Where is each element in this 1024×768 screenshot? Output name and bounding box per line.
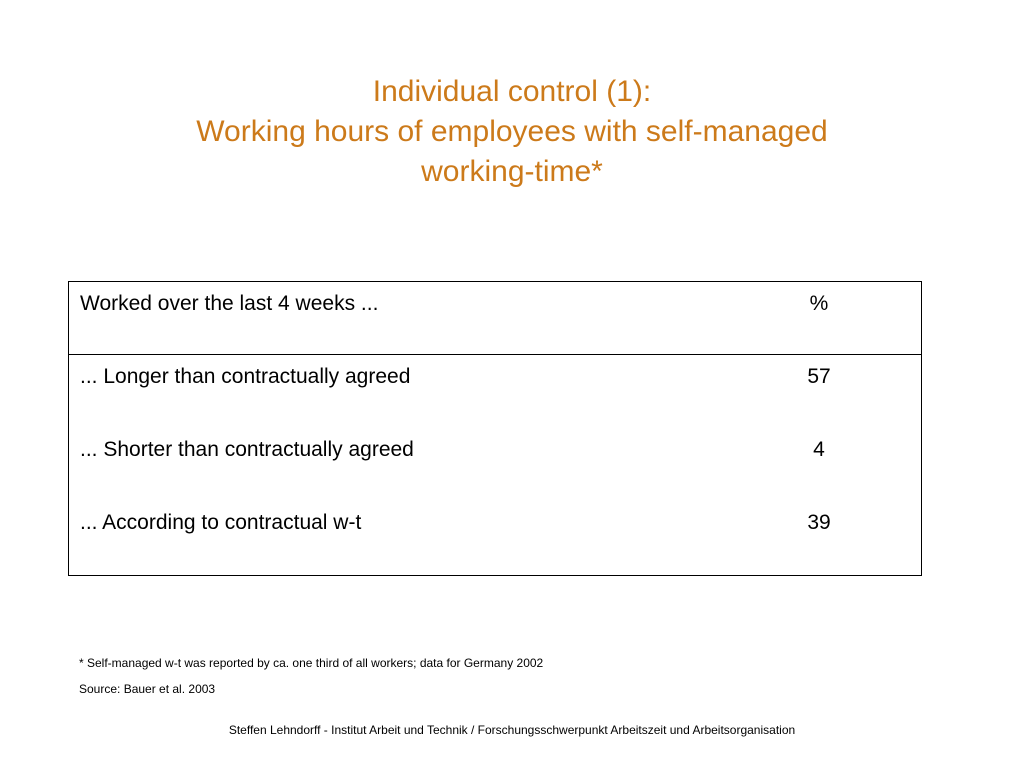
row-value: 39 [807, 511, 831, 534]
table-row: ... Shorter than contractually agreed 4 [69, 437, 921, 467]
row-label: ... Longer than contractually agreed [80, 365, 411, 388]
table-header-row: Worked over the last 4 weeks ... % [69, 282, 921, 355]
header-unit: % [809, 292, 829, 315]
results-table: Worked over the last 4 weeks ... % ... L… [68, 281, 922, 576]
table-row: ... Longer than contractually agreed 57 [69, 364, 921, 394]
title-line-3: working-time* [421, 155, 603, 188]
row-value: 4 [813, 438, 825, 461]
row-label: ... Shorter than contractually agreed [80, 438, 414, 461]
title-line-1: Individual control (1): [372, 75, 652, 108]
row-value: 57 [807, 365, 831, 388]
footnote: * Self-managed w-t was reported by ca. o… [79, 656, 544, 670]
source-note: Source: Bauer et al. 2003 [79, 682, 216, 696]
table-row: ... According to contractual w-t 39 [69, 510, 921, 540]
row-label: ... According to contractual w-t [80, 511, 362, 534]
slide-title: Individual control (1): Working hours of… [100, 72, 924, 192]
header-label: Worked over the last 4 weeks ... [80, 292, 379, 315]
slide-footer: Steffen Lehndorff - Institut Arbeit und … [228, 723, 796, 737]
title-line-2: Working hours of employees with self-man… [196, 115, 828, 148]
